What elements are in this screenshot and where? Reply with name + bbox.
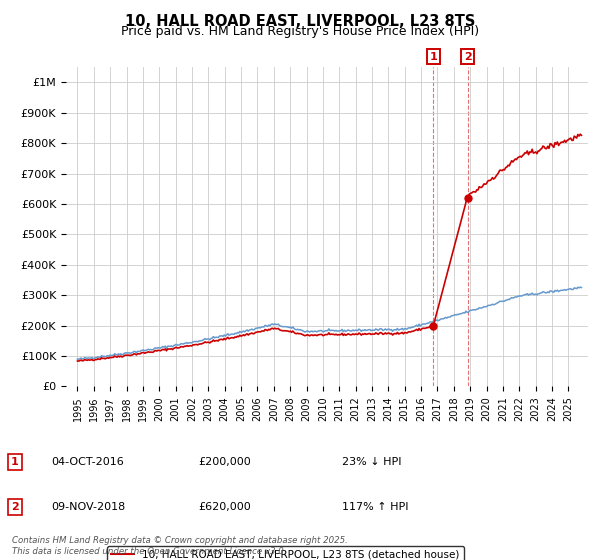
Text: Contains HM Land Registry data © Crown copyright and database right 2025.
This d: Contains HM Land Registry data © Crown c… xyxy=(12,536,348,556)
Text: 1: 1 xyxy=(430,52,437,62)
Legend: 10, HALL ROAD EAST, LIVERPOOL, L23 8TS (detached house), HPI: Average price, det: 10, HALL ROAD EAST, LIVERPOOL, L23 8TS (… xyxy=(107,545,464,560)
Text: 117% ↑ HPI: 117% ↑ HPI xyxy=(342,502,409,512)
Text: £620,000: £620,000 xyxy=(198,502,251,512)
Text: £200,000: £200,000 xyxy=(198,457,251,467)
Text: 10, HALL ROAD EAST, LIVERPOOL, L23 8TS: 10, HALL ROAD EAST, LIVERPOOL, L23 8TS xyxy=(125,14,475,29)
Text: Price paid vs. HM Land Registry's House Price Index (HPI): Price paid vs. HM Land Registry's House … xyxy=(121,25,479,38)
Text: 23% ↓ HPI: 23% ↓ HPI xyxy=(342,457,401,467)
Text: 2: 2 xyxy=(464,52,472,62)
Text: 09-NOV-2018: 09-NOV-2018 xyxy=(51,502,125,512)
Text: 1: 1 xyxy=(11,457,19,467)
Text: 04-OCT-2016: 04-OCT-2016 xyxy=(51,457,124,467)
Text: 2: 2 xyxy=(11,502,19,512)
